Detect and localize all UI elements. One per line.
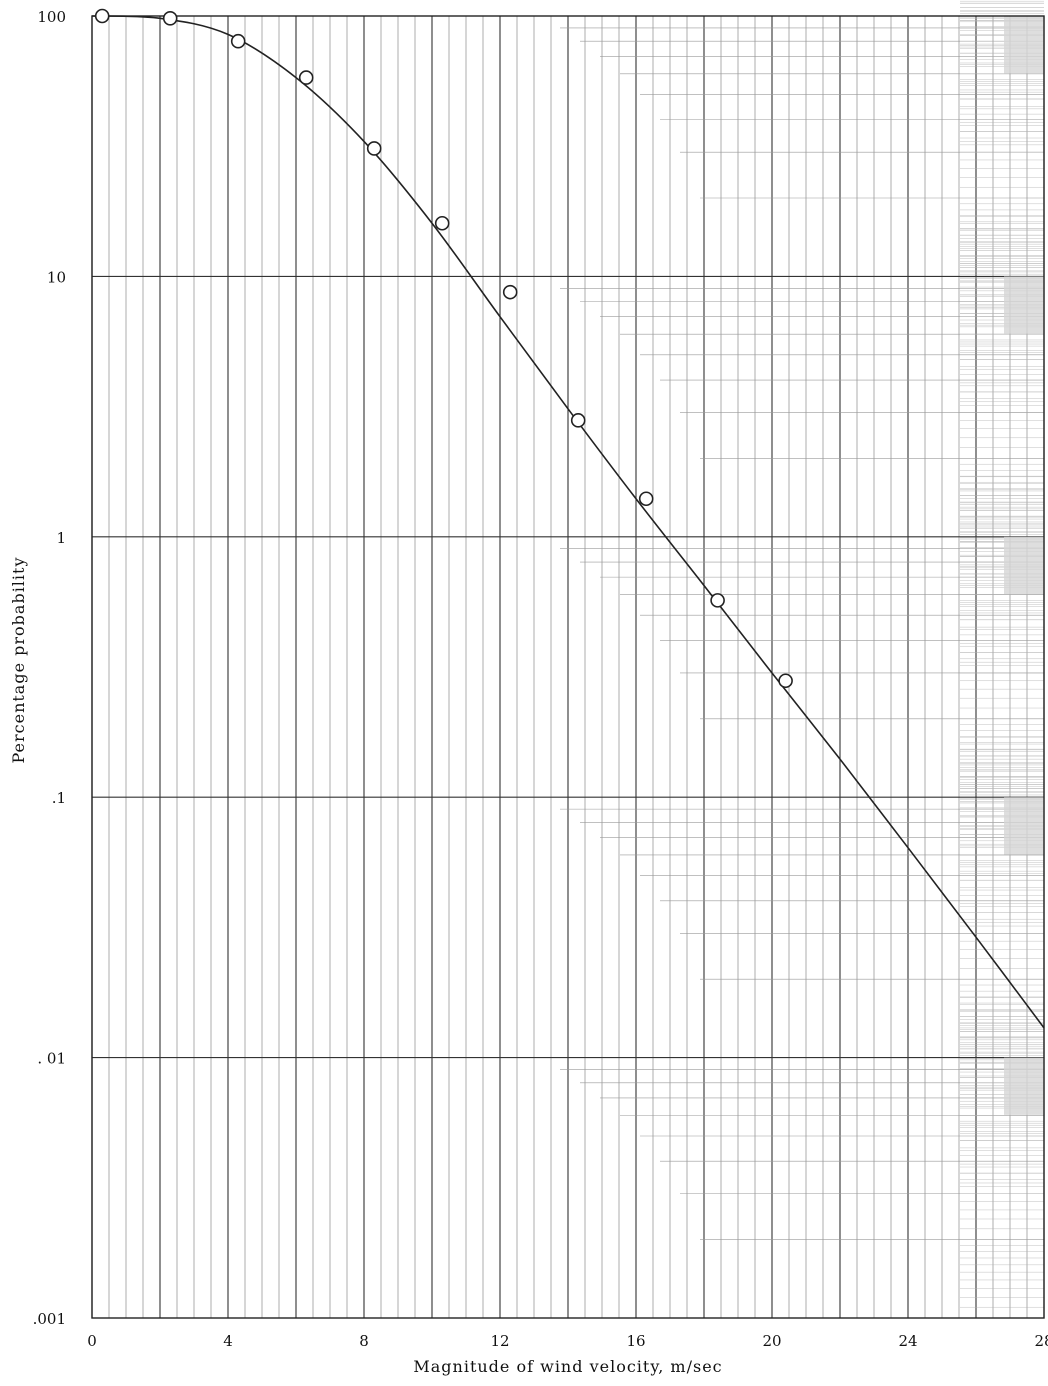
dense-grid-band (1004, 276, 1044, 334)
y-tick-label: 10 (47, 268, 66, 286)
x-tick-label: 24 (898, 1332, 917, 1350)
data-point (230, 33, 246, 49)
y-tick-label: .1 (52, 789, 66, 807)
x-tick-label: 4 (223, 1332, 233, 1350)
data-point (710, 593, 725, 608)
y-tick-label: 1 (56, 529, 66, 547)
x-tick-label: 12 (490, 1332, 509, 1350)
grid (91, 16, 1045, 1319)
data-point (502, 284, 518, 300)
x-tick-label: 20 (762, 1332, 781, 1350)
plot-border (91, 15, 1045, 1319)
y-tick-label: . 01 (37, 1050, 66, 1068)
y-tick-label: .001 (33, 1310, 66, 1328)
x-axis-label: Magnitude of wind velocity, m/sec (413, 1357, 722, 1376)
data-point (778, 673, 793, 689)
data-point (570, 413, 586, 428)
y-axis-label: Percentage probability (9, 556, 28, 763)
dense-grid-band (1004, 16, 1044, 74)
y-tick-label: 100 (37, 8, 66, 26)
x-tick-labels: 0 4 8 12 16 20 24 28 (87, 1332, 1048, 1350)
dense-grid-shading (960, 0, 1044, 1308)
data-point (162, 10, 178, 26)
data-point (94, 8, 110, 24)
x-tick-label: 8 (359, 1332, 369, 1350)
data-points-group (94, 8, 793, 689)
plot-frame (91, 15, 1045, 1319)
data-point (298, 70, 314, 85)
data-point (638, 491, 654, 507)
x-tick-label: 16 (626, 1332, 645, 1350)
data-point (434, 215, 450, 231)
dense-grid-band (1004, 536, 1044, 595)
dense-grid-band (1004, 797, 1044, 855)
y-tick-labels: 100 10 1 .1 . 01 .001 (33, 8, 66, 1328)
data-point (366, 141, 382, 156)
x-tick-label: 0 (87, 1332, 97, 1350)
x-tick-label: 28 (1034, 1332, 1048, 1350)
dense-grid-band (1004, 1057, 1044, 1115)
